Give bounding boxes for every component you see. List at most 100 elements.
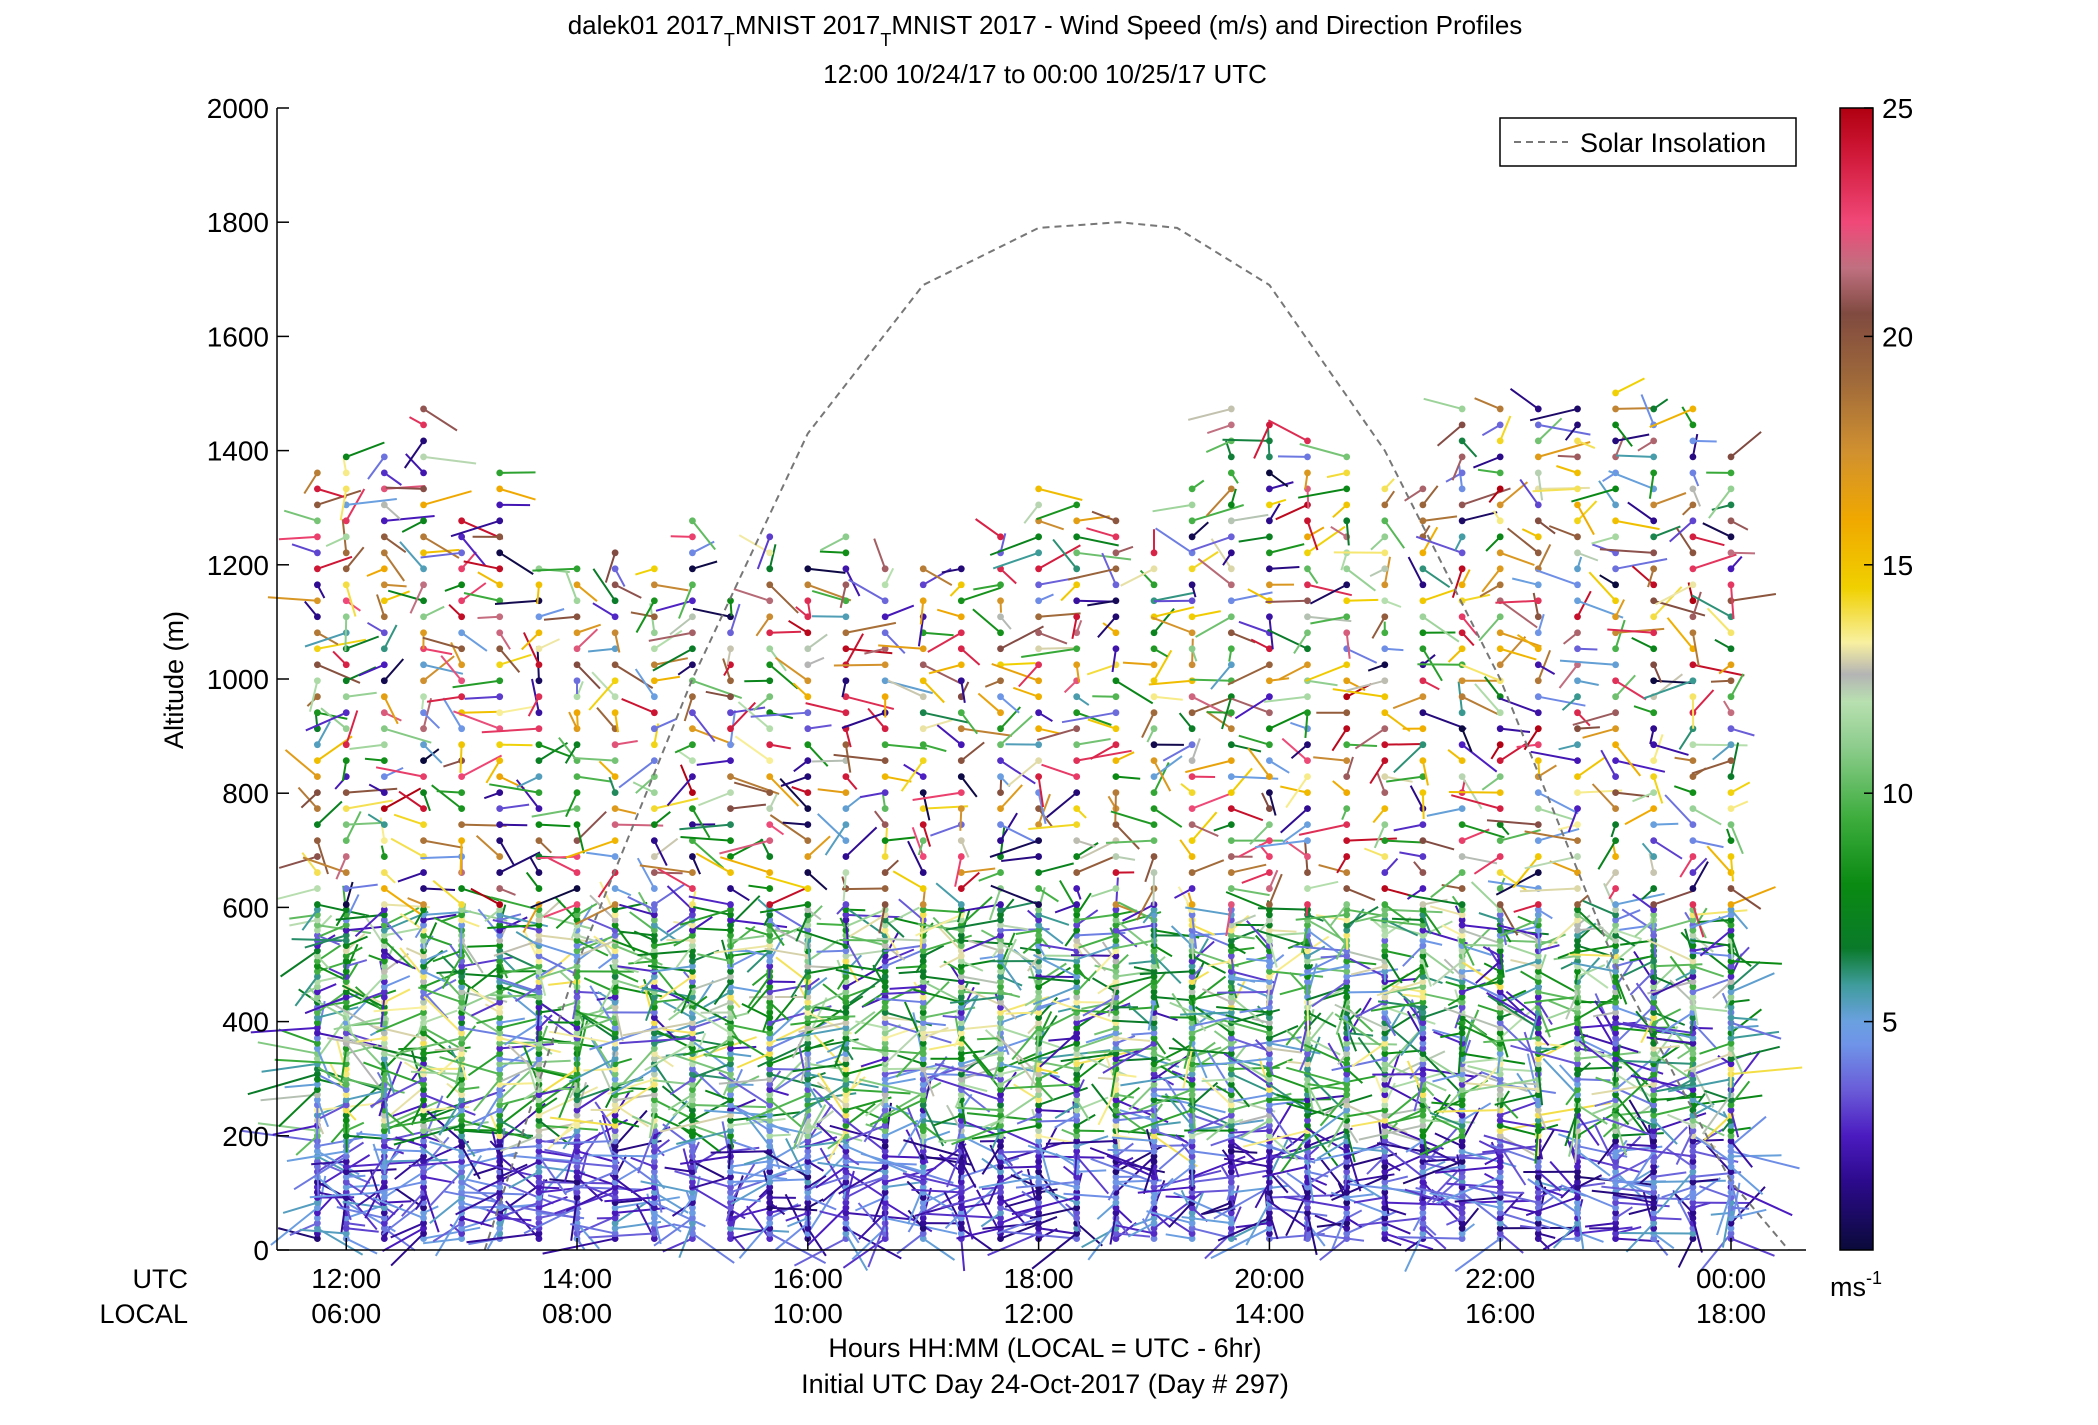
wind-barb [570, 1223, 616, 1235]
wind-barb-dot [689, 1188, 696, 1196]
wind-barb-dot [1073, 1142, 1081, 1150]
wind-barb-dot [313, 1235, 321, 1242]
wind-barb-dot [650, 1009, 658, 1016]
wind-barb [816, 1122, 847, 1152]
wind-barb [1007, 759, 1040, 787]
wind-barb [903, 1139, 962, 1158]
wind-barb-dot [313, 869, 321, 876]
wind-barb-dot [573, 581, 581, 589]
wind-barb-dot [997, 1168, 1004, 1176]
wind-barb-dot [997, 757, 1004, 765]
wind-barb [333, 1016, 385, 1031]
wind-barb [465, 973, 500, 978]
wind-barb [653, 883, 686, 906]
wind-barb [380, 1074, 386, 1103]
wind-barb-dot [957, 709, 965, 717]
wind-barb [720, 856, 771, 874]
wind-barb-dot [1150, 565, 1158, 573]
wind-barb-dot [919, 1086, 927, 1093]
wind-barb-dot [535, 1091, 543, 1099]
wind-barb [1044, 1190, 1078, 1204]
wind-barb-dot [611, 993, 619, 1001]
wind-barb [341, 984, 385, 1009]
wind-barb-dot [535, 581, 543, 589]
wind-barb-dot [766, 1194, 774, 1201]
wind-barb-dot [1035, 709, 1043, 717]
wind-barb [833, 753, 886, 762]
wind-barb-dot [535, 661, 543, 669]
wind-barb [1268, 792, 1277, 816]
wind-barb-dot [1266, 613, 1273, 621]
wind-barb [284, 1083, 318, 1089]
wind-barb-dot [573, 773, 581, 781]
wind-barb [691, 1160, 725, 1179]
wind-barb-dot [766, 921, 774, 929]
wind-barb-dot [727, 973, 734, 980]
wind-barb-dot [342, 901, 350, 908]
wind-barb-dot [997, 993, 1004, 1001]
wind-barb [250, 1026, 318, 1034]
wind-barb [277, 887, 318, 900]
wind-barb [1247, 747, 1271, 778]
wind-barb-dot [689, 789, 696, 797]
wind-barb-dot [919, 869, 927, 876]
wind-barb-dot [957, 1024, 965, 1032]
wind-barb [730, 1098, 756, 1112]
wind-barb [596, 707, 616, 730]
wind-barb-dot [496, 1111, 504, 1119]
wind-barb-dot [1150, 581, 1158, 589]
wind-barb-dot [342, 1183, 350, 1191]
wind-barb-dot [689, 1034, 696, 1042]
wind-barb [871, 950, 886, 971]
wind-barb-dot [842, 1070, 850, 1078]
wind-barb [538, 1155, 568, 1196]
wind-barb [466, 1232, 540, 1244]
wind-barb-dot [496, 869, 504, 876]
wind-barb [769, 814, 809, 842]
wind-barb-dot [1188, 661, 1196, 669]
wind-barb [845, 1102, 876, 1127]
wind-barb [1307, 679, 1338, 687]
wind-barb-dot [804, 1003, 812, 1011]
wind-barb-dot [496, 885, 504, 892]
wind-barb [873, 538, 887, 570]
wind-barb [644, 1042, 693, 1072]
wind-barb [666, 885, 694, 911]
wind-barb [319, 1074, 347, 1091]
wind-barb [460, 945, 474, 965]
wind-barb-dot [650, 1142, 658, 1150]
wind-barb-dot [380, 757, 388, 765]
wind-barb-dot [842, 709, 850, 717]
wind-barb-dot [313, 885, 321, 892]
wind-barb-dot [804, 597, 812, 605]
wind-barb-dot [766, 1199, 774, 1207]
wind-barb-dot [380, 1224, 388, 1232]
wind-barb [959, 808, 963, 831]
wind-barb-dot [997, 1199, 1004, 1207]
wind-barb [1021, 647, 1077, 658]
wind-barb-dot [919, 805, 927, 813]
wind-barb-dot [342, 741, 350, 749]
wind-barb-dot [458, 1091, 466, 1099]
wind-barb [499, 1181, 554, 1205]
wind-barb-dot [1035, 1122, 1043, 1129]
wind-barb-dot [881, 1039, 889, 1047]
wind-barb-dot [380, 931, 388, 939]
wind-barb [999, 715, 1033, 746]
wind-barb-dot [1227, 805, 1235, 813]
wind-barb-dot [535, 1096, 543, 1104]
wind-barb [1268, 759, 1290, 774]
wind-barb-dot [573, 1111, 581, 1119]
wind-barb [1031, 1232, 1078, 1270]
wind-barb [429, 1171, 463, 1207]
wind-barb [960, 1066, 1000, 1081]
wind-barb-dot [766, 1065, 774, 1073]
wind-barb-dot [689, 1230, 696, 1237]
wind-barb-dot [611, 1224, 619, 1232]
wind-barb-dot [535, 805, 543, 813]
wind-barb-dot [1035, 485, 1043, 493]
wind-barb-dot [573, 741, 581, 749]
wind-barb [1217, 990, 1270, 994]
wind-barb-dot [881, 962, 889, 970]
wind-barb-dot [380, 1039, 388, 1047]
